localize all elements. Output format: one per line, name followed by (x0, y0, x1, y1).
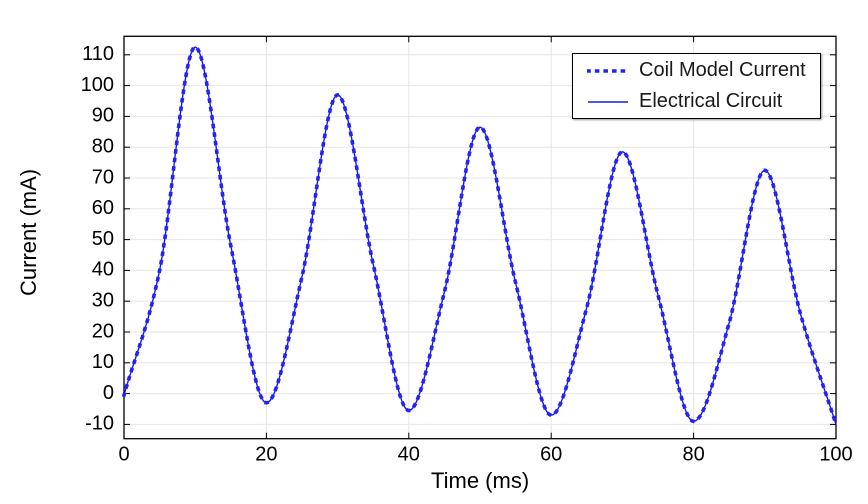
svg-text:40: 40 (398, 444, 420, 466)
svg-text:60: 60 (92, 197, 114, 219)
svg-text:50: 50 (92, 228, 114, 250)
svg-text:100: 100 (819, 444, 852, 466)
svg-text:70: 70 (92, 166, 114, 188)
svg-text:30: 30 (92, 289, 114, 311)
svg-text:90: 90 (92, 105, 114, 127)
svg-text:80: 80 (92, 135, 114, 157)
svg-text:110: 110 (82, 43, 114, 65)
svg-text:100: 100 (81, 74, 114, 96)
svg-text:20: 20 (255, 444, 277, 466)
svg-text:0: 0 (103, 382, 114, 404)
svg-text:80: 80 (682, 444, 704, 466)
svg-text:40: 40 (92, 259, 114, 281)
svg-text:10: 10 (92, 351, 114, 373)
svg-text:-10: -10 (85, 413, 114, 435)
svg-text:0: 0 (118, 444, 129, 466)
svg-text:20: 20 (92, 320, 114, 342)
svg-text:60: 60 (540, 444, 562, 466)
